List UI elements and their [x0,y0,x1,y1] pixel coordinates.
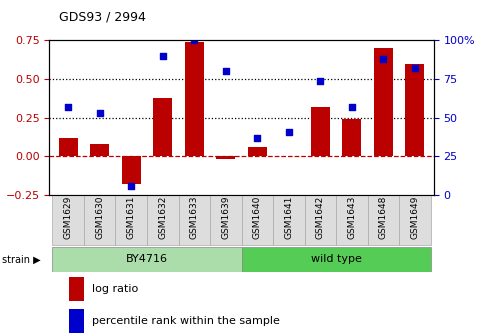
Text: wild type: wild type [311,254,361,264]
Bar [147,195,178,245]
Text: GSM1632: GSM1632 [158,196,167,239]
Point [127,183,135,188]
Bar [248,147,267,156]
Bar [374,48,393,156]
Text: GSM1639: GSM1639 [221,196,230,239]
Point [348,104,356,110]
Text: GSM1640: GSM1640 [253,196,262,239]
Text: GSM1648: GSM1648 [379,196,388,239]
Bar [242,247,431,272]
Bar [84,195,115,245]
Text: GSM1649: GSM1649 [411,196,420,239]
Bar [242,195,273,245]
Point [222,69,230,74]
Text: GSM1641: GSM1641 [284,196,293,239]
Point [253,135,261,140]
Bar [115,195,147,245]
Bar [90,144,109,156]
Bar [343,119,361,156]
Point [159,53,167,58]
Point [317,78,324,83]
Bar [52,195,84,245]
Bar [52,247,242,272]
Bar [305,195,336,245]
Bar [122,156,141,184]
Text: log ratio: log ratio [92,284,138,294]
Bar [273,195,305,245]
Text: GSM1633: GSM1633 [190,196,199,239]
Point [380,56,387,61]
Bar [336,195,368,245]
Bar [210,195,242,245]
Text: GSM1642: GSM1642 [316,196,325,239]
Bar [368,195,399,245]
Text: GSM1630: GSM1630 [95,196,104,239]
Point [190,38,198,43]
Bar [405,64,424,156]
Bar [69,308,84,333]
Text: GSM1631: GSM1631 [127,196,136,239]
Text: BY4716: BY4716 [126,254,168,264]
Text: strain ▶: strain ▶ [2,254,41,264]
Text: GDS93 / 2994: GDS93 / 2994 [59,10,146,24]
Text: percentile rank within the sample: percentile rank within the sample [92,316,280,326]
Point [285,129,293,134]
Point [64,104,72,110]
Bar [69,277,84,301]
Point [411,66,419,71]
Text: GSM1629: GSM1629 [64,196,72,239]
Bar [311,107,330,156]
Bar [178,195,210,245]
Bar [59,138,78,156]
Bar [399,195,431,245]
Bar [185,42,204,156]
Bar [216,156,235,159]
Text: GSM1643: GSM1643 [348,196,356,239]
Point [96,110,104,116]
Bar [153,97,172,156]
